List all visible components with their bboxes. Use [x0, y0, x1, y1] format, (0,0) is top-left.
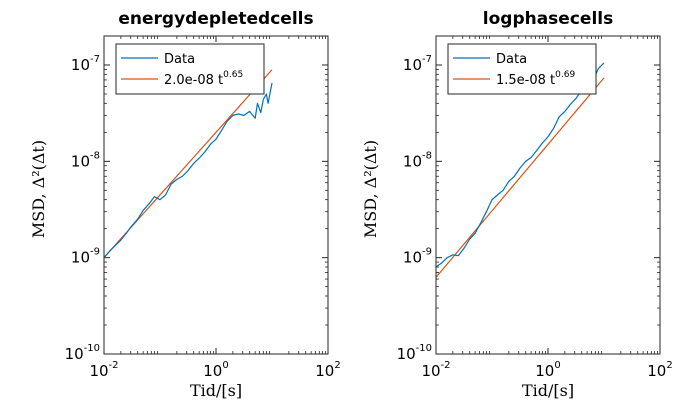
tick-exponent: -10 — [416, 343, 432, 354]
legend-fit-text: 2.0e-08 t — [164, 73, 223, 88]
legend: Data 2.0e-08 t0.65 — [115, 43, 265, 95]
y-tick-label: 10-10 — [65, 343, 100, 363]
tick-base: 10 — [403, 249, 422, 267]
y-tick-label: 10-8 — [403, 150, 432, 170]
legend-box — [115, 43, 265, 95]
tick-exponent: -2 — [441, 360, 451, 371]
tick-base: 10 — [65, 345, 84, 363]
x-tick-label: 10-2 — [421, 360, 450, 380]
tick-base: 10 — [397, 345, 416, 363]
tick-exponent: -2 — [109, 360, 119, 371]
y-tick-label: 10-10 — [397, 343, 432, 363]
x-tick-label: 100 — [535, 360, 560, 380]
fit-line — [435, 77, 605, 278]
y-axis-label: MSD, Δ²(Δt) — [361, 140, 380, 238]
legend-label-data: Data — [164, 52, 195, 67]
tick-base: 10 — [403, 152, 422, 170]
tick-base: 10 — [71, 249, 90, 267]
x-tick-label: 10-2 — [89, 360, 118, 380]
data-line — [435, 62, 605, 268]
y-tick-label: 10-7 — [71, 54, 100, 74]
tick-base: 10 — [403, 56, 422, 74]
chart-title: logphasecells — [483, 9, 613, 29]
x-axis-label: Tid/[s] — [522, 381, 574, 400]
legend-label-fit: 2.0e-08 t0.65 — [164, 70, 243, 88]
tick-exponent: 0 — [554, 360, 560, 371]
plot-lines — [103, 69, 273, 259]
y-tick-label: 10-9 — [403, 247, 432, 267]
tick-exponent: -9 — [422, 247, 432, 258]
tick-base: 10 — [71, 56, 90, 74]
tick-base: 10 — [421, 362, 440, 380]
y-tick-label: 10-7 — [403, 54, 432, 74]
legend-box — [447, 43, 597, 95]
tick-exponent: -10 — [84, 343, 100, 354]
plot-lines — [435, 62, 605, 278]
tick-base: 10 — [315, 362, 334, 380]
legend-fit-exponent: 0.69 — [555, 70, 575, 80]
legend: Data 1.5e-08 t0.69 — [447, 43, 597, 95]
x-axis-label: Tid/[s] — [190, 381, 242, 400]
tick-exponent: 0 — [222, 360, 228, 371]
y-tick-label: 10-9 — [71, 247, 100, 267]
tick-exponent: -7 — [422, 54, 432, 65]
tick-exponent: -9 — [90, 247, 100, 258]
tick-base: 10 — [71, 152, 90, 170]
tick-exponent: -7 — [90, 54, 100, 65]
chart-panel-energydepleted: energydepletedcells MSD, Δ²(Δt) Tid/[s] … — [29, 9, 341, 400]
chart-panel-logphase: logphasecells MSD, Δ²(Δt) Tid/[s] 10-101… — [361, 9, 673, 400]
legend-fit-text: 1.5e-08 t — [496, 73, 555, 88]
y-tick-label: 10-8 — [71, 150, 100, 170]
tick-exponent: 2 — [334, 360, 340, 371]
legend-fit-exponent: 0.65 — [223, 70, 243, 80]
tick-base: 10 — [203, 362, 222, 380]
axes-box — [435, 35, 661, 355]
legend-label-data: Data — [496, 52, 527, 67]
x-tick-label: 100 — [203, 360, 228, 380]
chart-title: energydepletedcells — [118, 9, 313, 29]
x-tick-label: 102 — [315, 360, 340, 380]
tick-base: 10 — [535, 362, 554, 380]
tick-base: 10 — [89, 362, 108, 380]
legend-label-fit: 1.5e-08 t0.69 — [496, 70, 575, 88]
tick-base: 10 — [647, 362, 666, 380]
tick-exponent: -8 — [422, 150, 432, 161]
tick-exponent: 2 — [666, 360, 672, 371]
axes-box — [103, 35, 329, 355]
data-line — [103, 82, 273, 259]
x-tick-label: 102 — [647, 360, 672, 380]
tick-exponent: -8 — [90, 150, 100, 161]
y-axis-label: MSD, Δ²(Δt) — [29, 140, 48, 238]
